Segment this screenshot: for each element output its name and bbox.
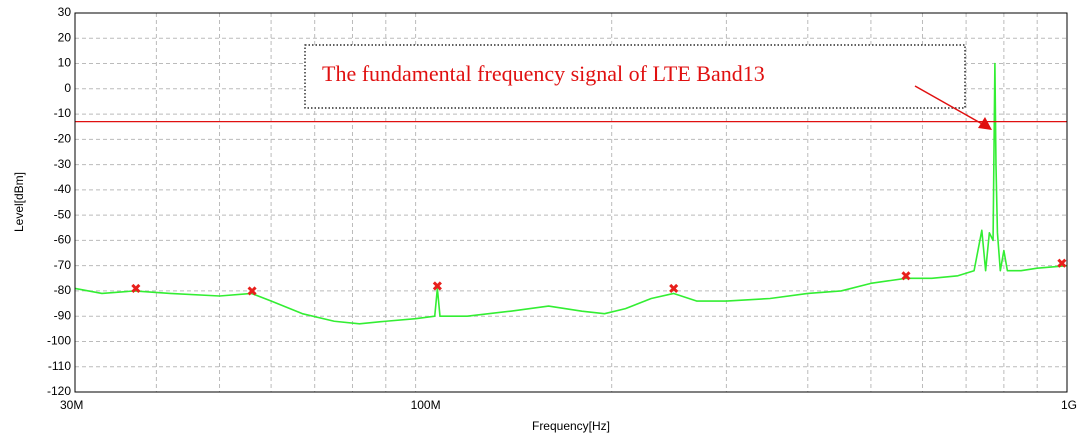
annotation-box — [304, 44, 966, 109]
y-tick-label: -90 — [54, 308, 72, 322]
peak-marker — [432, 281, 442, 291]
x-tick-label: 100M — [411, 398, 441, 412]
y-tick-label: -30 — [54, 157, 72, 171]
y-tick-label: -100 — [47, 334, 71, 348]
x-tick-label: 30M — [60, 398, 83, 412]
y-tick-label: 30 — [58, 5, 72, 19]
x-tick-label: 1G — [1061, 398, 1077, 412]
y-tick-label: -10 — [54, 106, 72, 120]
y-tick-label: -60 — [54, 233, 72, 247]
peak-marker — [669, 283, 679, 293]
y-tick-label: -110 — [48, 359, 71, 373]
annotation-arrowhead — [978, 117, 992, 130]
plot-frame — [74, 12, 1068, 393]
annotation-arrow — [914, 85, 985, 126]
y-tick-label: -80 — [54, 283, 72, 297]
y-tick-label: -20 — [54, 132, 72, 146]
y-tick-label: 10 — [58, 56, 72, 70]
peak-marker — [1057, 258, 1067, 268]
peak-marker — [247, 286, 257, 296]
x-axis-label: Frequency[Hz] — [532, 419, 610, 433]
y-tick-label: 20 — [58, 30, 72, 44]
y-tick-label: -70 — [54, 258, 72, 272]
y-tick-label: -120 — [47, 384, 71, 398]
trace-line — [74, 62, 1068, 325]
y-tick-label: 0 — [64, 81, 71, 95]
y-axis-label: Level[dBm] — [12, 172, 26, 232]
y-tick-label: -50 — [54, 207, 72, 221]
peak-marker — [901, 271, 911, 281]
annotation-text: The fundamental frequency signal of LTE … — [322, 61, 765, 86]
y-tick-label: -40 — [54, 182, 72, 196]
peak-marker — [131, 283, 141, 293]
